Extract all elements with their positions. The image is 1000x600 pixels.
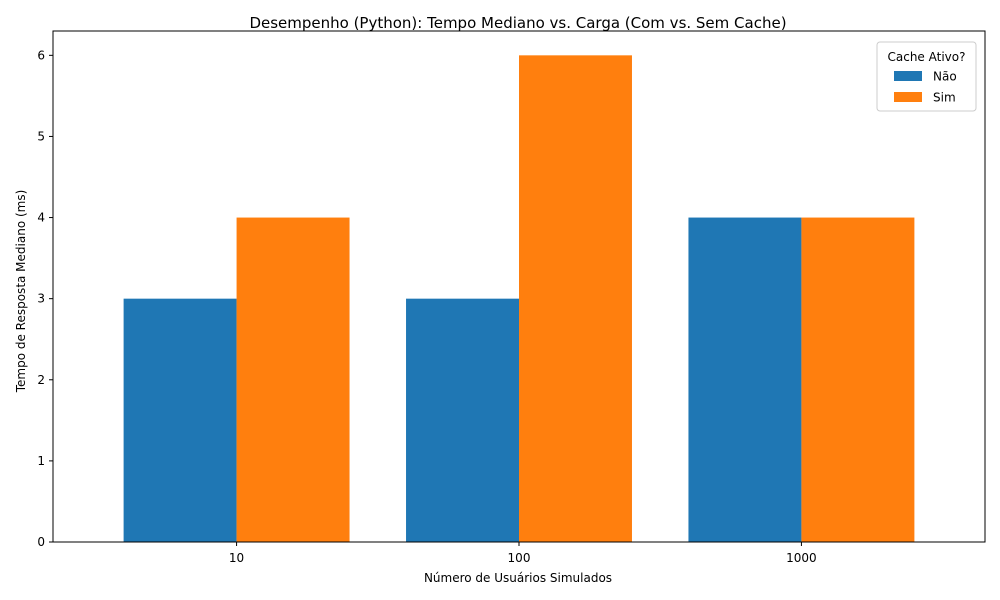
y-axis-title: Tempo de Resposta Mediano (ms) bbox=[14, 190, 28, 394]
legend-swatch-1 bbox=[894, 92, 922, 102]
y-ticks-group: 0 1 2 3 4 5 6 bbox=[37, 48, 53, 549]
bar-sim-100 bbox=[519, 55, 632, 542]
legend-title: Cache Ativo? bbox=[888, 50, 966, 64]
bar-sim-10 bbox=[236, 217, 350, 543]
x-tick-label: 10 bbox=[229, 551, 244, 565]
x-tick-label: 1000 bbox=[786, 551, 817, 565]
legend-label: Não bbox=[933, 70, 957, 84]
x-axis-title: Número de Usuários Simulados bbox=[424, 571, 612, 585]
x-ticks-group: 10 100 1000 bbox=[229, 542, 817, 565]
y-tick-label: 2 bbox=[37, 373, 45, 387]
y-tick-label: 6 bbox=[37, 48, 45, 62]
y-tick-label: 0 bbox=[37, 535, 45, 549]
y-tick-label: 3 bbox=[37, 292, 45, 306]
legend-swatch-0 bbox=[894, 71, 922, 81]
x-tick-label: 100 bbox=[508, 551, 531, 565]
chart-title: Desempenho (Python): Tempo Mediano vs. C… bbox=[249, 14, 786, 32]
bar-sim-1000 bbox=[801, 217, 915, 543]
y-tick-label: 4 bbox=[37, 211, 45, 225]
bars-group bbox=[123, 55, 915, 543]
y-tick-label: 5 bbox=[37, 129, 45, 143]
legend-items: Não Sim bbox=[894, 70, 957, 105]
legend-label: Sim bbox=[933, 91, 956, 105]
legend: Cache Ativo? Não Sim bbox=[876, 41, 977, 112]
y-tick-label: 1 bbox=[37, 454, 45, 468]
bar-no-100 bbox=[406, 298, 519, 542]
bar-no-10 bbox=[123, 298, 237, 542]
bar-no-1000 bbox=[688, 217, 802, 543]
